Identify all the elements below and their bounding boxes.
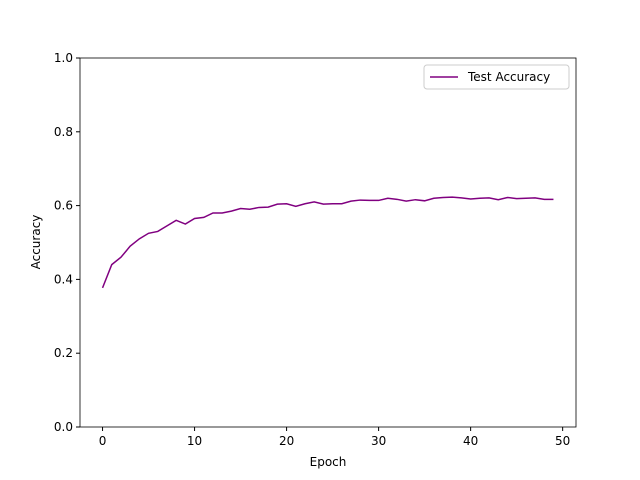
y-tick-label: 0.6 [54,199,73,213]
y-tick-label: 0.0 [54,420,73,434]
y-axis-label: Accuracy [29,215,43,270]
x-tick-label: 10 [187,434,202,448]
x-tick-label: 30 [371,434,386,448]
y-tick-label: 0.2 [54,346,73,360]
x-tick-label: 40 [463,434,478,448]
x-tick-label: 0 [99,434,107,448]
plot-frame [79,57,577,428]
y-tick-label: 0.4 [54,272,73,286]
series-line [101,196,554,289]
y-tick-label: 1.0 [54,51,73,65]
legend-label: Test Accuracy [467,70,550,84]
legend-box [423,64,570,90]
x-axis-label: Epoch [310,455,347,469]
x-tick-label: 20 [279,434,294,448]
x-tick-label: 50 [555,434,570,448]
y-tick-label: 0.8 [54,125,73,139]
